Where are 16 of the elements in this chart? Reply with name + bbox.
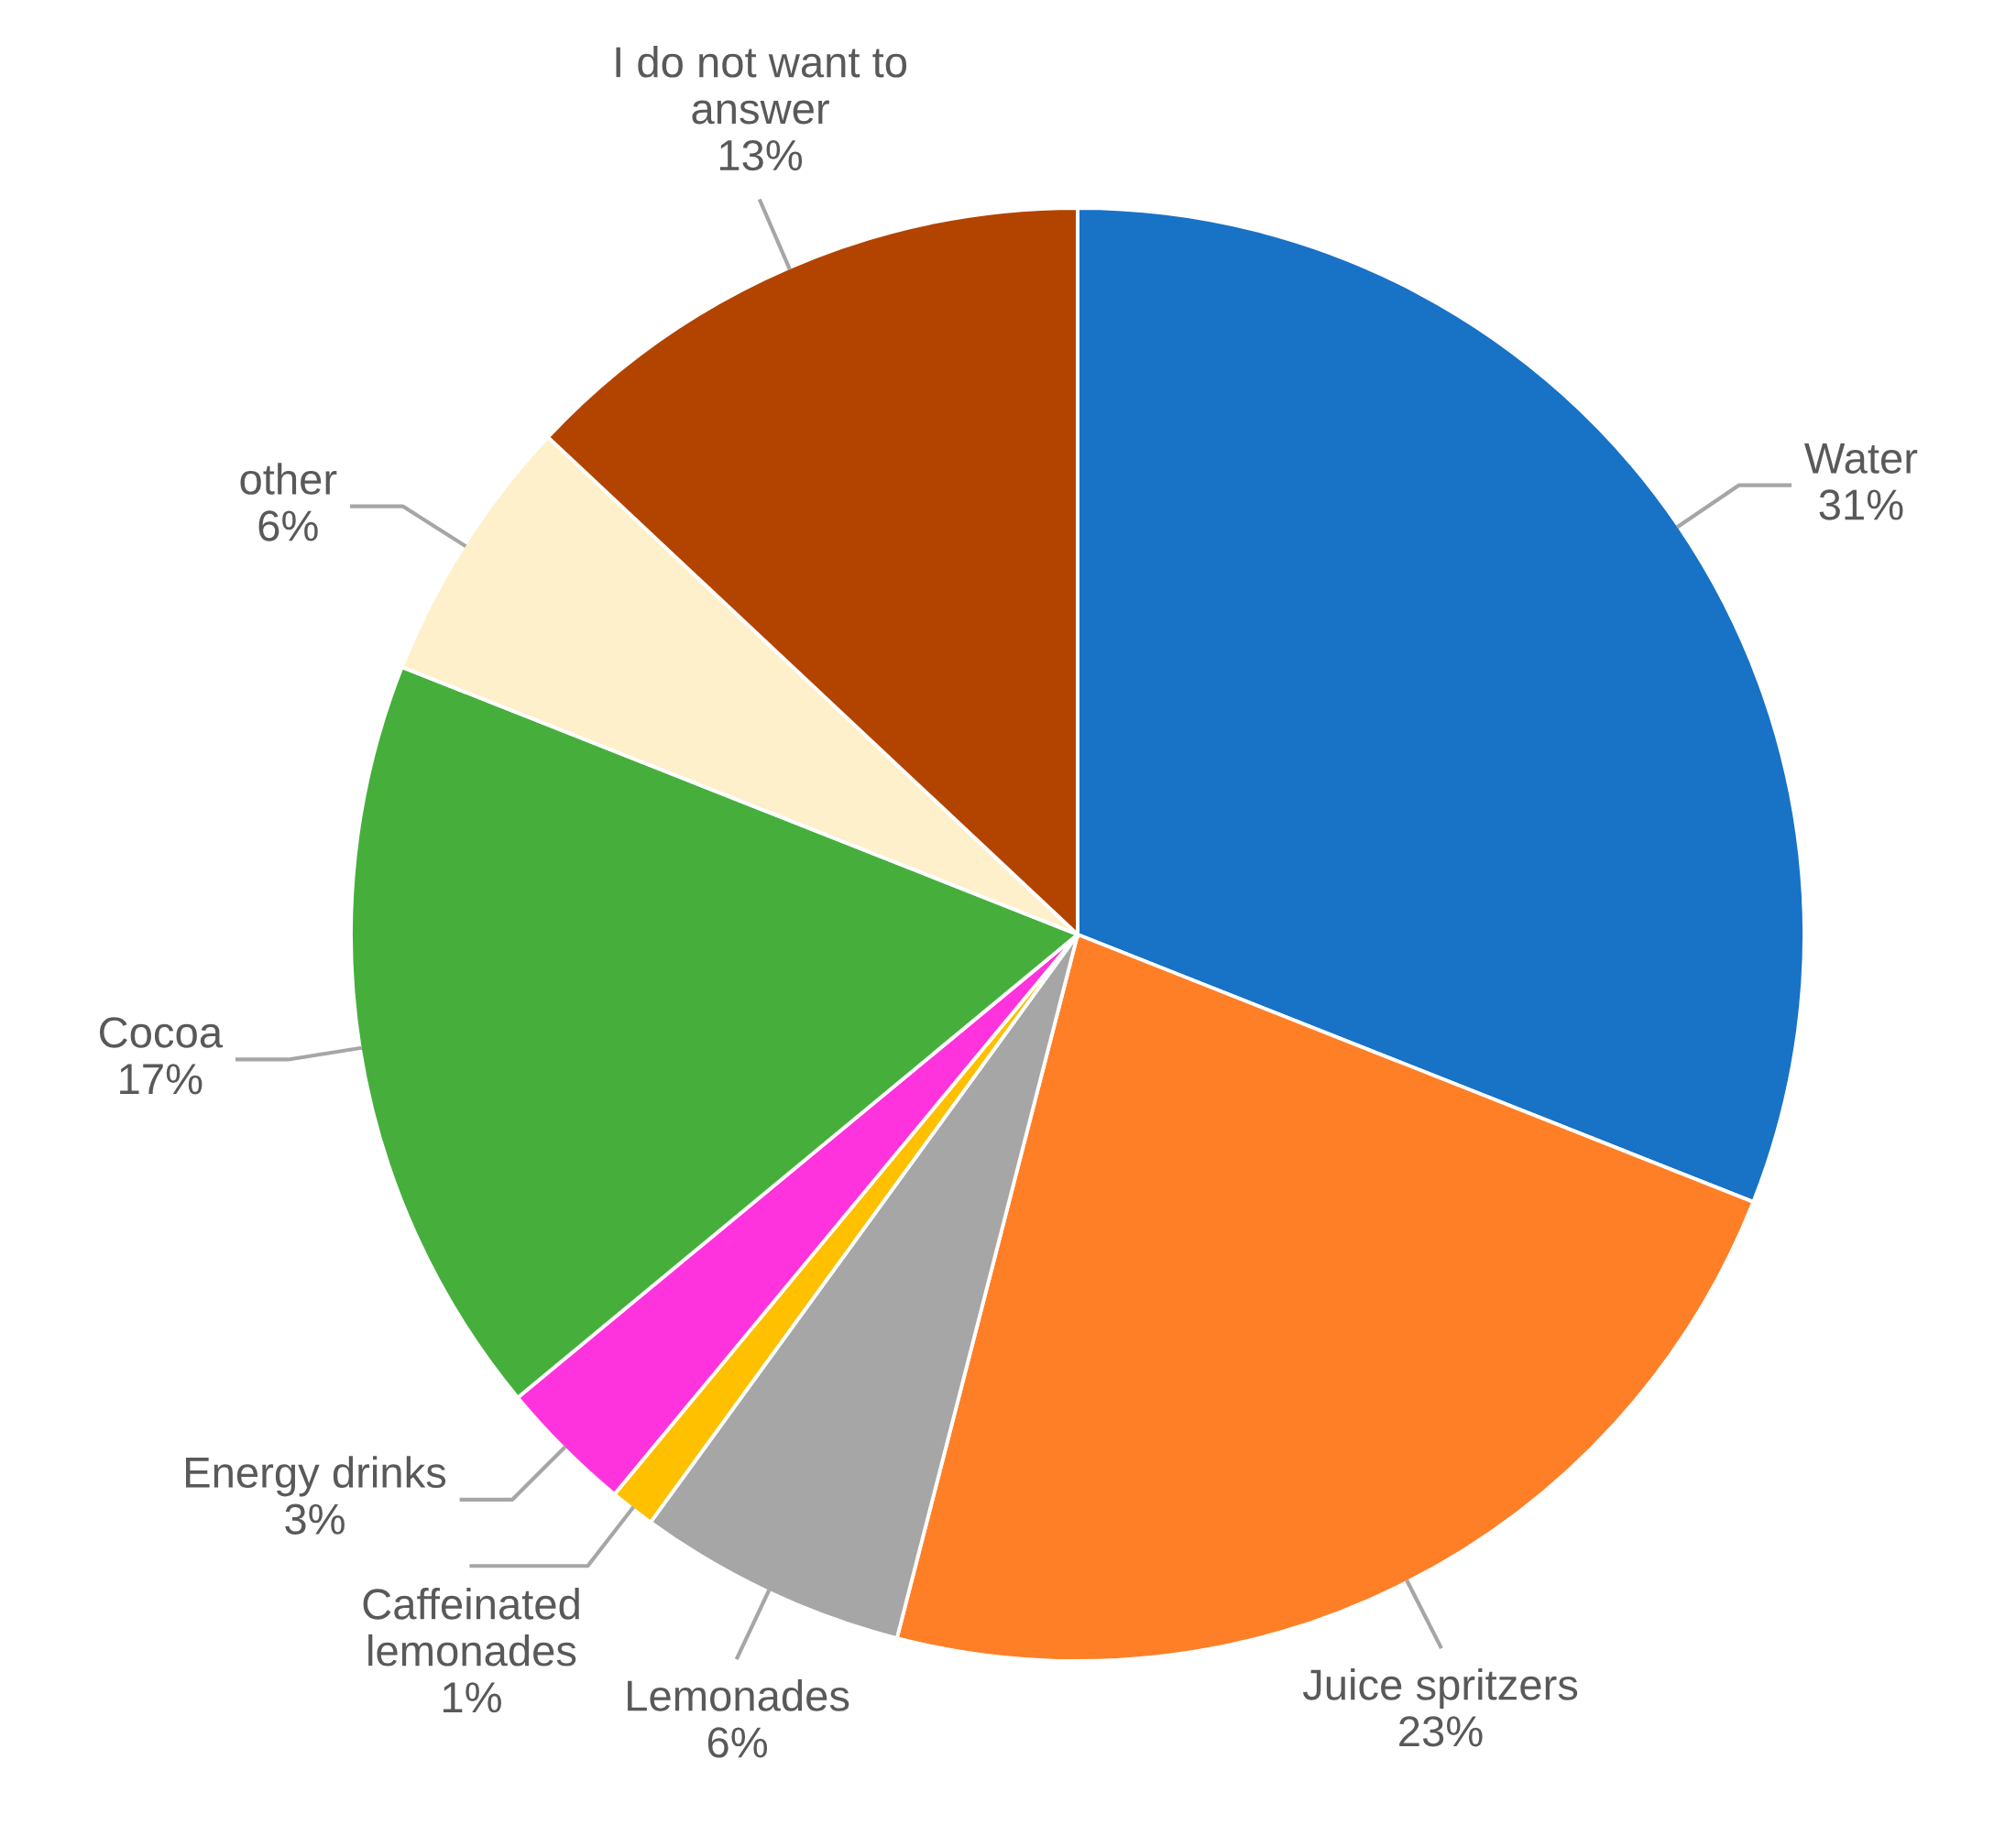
slice-label: Juice spritzers	[1302, 1668, 1578, 1710]
slice-label: other	[240, 463, 337, 495]
slice-label: Lemonades	[628, 1679, 849, 1711]
slice-label: Water	[1804, 443, 1918, 474]
slice-label: I do not want to answer	[616, 45, 907, 125]
slice-label: Energy drinks	[186, 1456, 446, 1497]
data-label: 17%	[120, 1064, 203, 1095]
data-label: 6%	[258, 510, 318, 541]
slice-label: Cocoa	[99, 1017, 224, 1048]
data-label: 3%	[285, 1503, 345, 1535]
data-label: 31%	[1819, 489, 1903, 520]
data-label: 1%	[443, 1682, 501, 1713]
data-label: 23%	[1399, 1716, 1483, 1747]
slice-label: Caffeinated lemonades	[363, 1588, 579, 1667]
data-label: 13%	[719, 139, 803, 171]
data-label: 6%	[707, 1727, 768, 1758]
